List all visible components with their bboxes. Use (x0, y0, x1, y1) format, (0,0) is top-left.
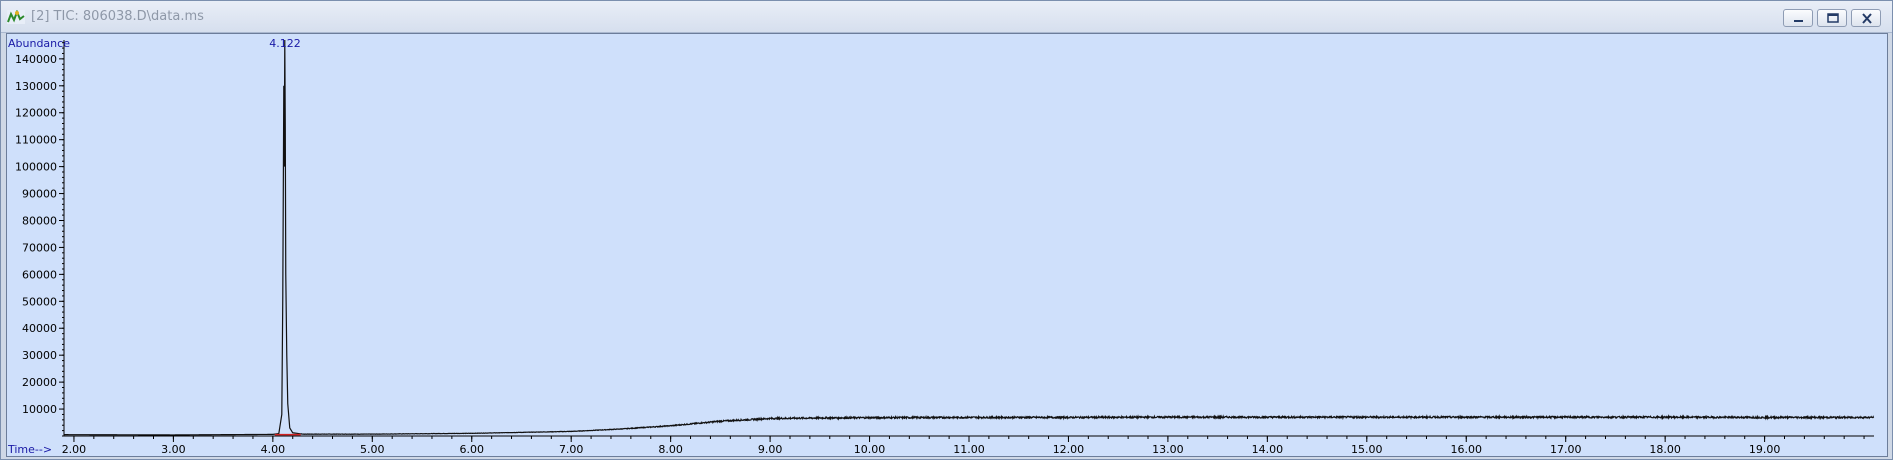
y-axis-label: Abundance (8, 37, 70, 50)
minimize-button[interactable] (1783, 9, 1813, 27)
x-tick-label: 2.00 (62, 443, 87, 456)
y-tick-label: 60000 (22, 268, 57, 281)
window-title: [2] TIC: 806038.D\data.ms (31, 9, 204, 24)
x-tick-label: 15.00 (1351, 443, 1383, 456)
x-axis-label: Time--> (7, 443, 52, 456)
y-tick-label: 130000 (15, 80, 57, 93)
x-axis: 2.00 3.00 4.00 5.00 6.00 7.00 8.00 9.00 10.00 11.… (62, 436, 1865, 456)
x-tick-label: 19.00 (1749, 443, 1781, 456)
restore-icon (1827, 13, 1839, 23)
x-tick-label: 4.00 (261, 443, 286, 456)
y-tick-label: 50000 (22, 295, 57, 308)
y-tick-label: 110000 (15, 134, 57, 147)
x-tick-label: 3.00 (161, 443, 186, 456)
restore-button[interactable] (1817, 9, 1847, 27)
close-icon (1862, 13, 1872, 24)
minimize-icon (1794, 20, 1803, 22)
x-tick-label: 8.00 (658, 443, 683, 456)
y-tick-label: 90000 (22, 188, 57, 201)
title-bar[interactable]: [2] TIC: 806038.D\data.ms (1, 1, 1892, 33)
plot-area[interactable]: 10000 20000 30000 40000 50000 60000 70000 80000… (6, 33, 1888, 457)
x-tick-label: 18.00 (1649, 443, 1681, 456)
y-tick-label: 120000 (15, 107, 57, 120)
y-tick-label: 70000 (22, 241, 57, 254)
y-tick-label: 100000 (15, 161, 57, 174)
chromatogram-app-icon (7, 10, 25, 24)
x-tick-label: 12.00 (1053, 443, 1085, 456)
y-tick-label: 80000 (22, 214, 57, 227)
x-tick-label: 9.00 (758, 443, 783, 456)
x-tick-label: 13.00 (1152, 443, 1184, 456)
x-tick-label: 14.00 (1252, 443, 1284, 456)
x-tick-label: 5.00 (360, 443, 385, 456)
x-tick-label: 17.00 (1550, 443, 1582, 456)
x-tick-label: 7.00 (559, 443, 584, 456)
y-tick-label: 40000 (22, 322, 57, 335)
y-tick-label: 20000 (22, 376, 57, 389)
x-tick-label: 10.00 (854, 443, 886, 456)
x-tick-label: 6.00 (459, 443, 484, 456)
x-tick-label: 11.00 (953, 443, 985, 456)
x-tick-label: 16.00 (1451, 443, 1483, 456)
close-button[interactable] (1851, 9, 1881, 27)
y-tick-label: 10000 (22, 403, 57, 416)
tic-trace (63, 39, 1875, 436)
peak-label: 4.122 (269, 37, 301, 50)
chromatogram-chart: 10000 20000 30000 40000 50000 60000 70000 80000… (7, 37, 1875, 456)
y-tick-label: 140000 (15, 53, 57, 66)
y-axis: 10000 20000 30000 40000 50000 60000 70000 80000… (15, 42, 64, 437)
y-tick-label: 30000 (22, 349, 57, 362)
